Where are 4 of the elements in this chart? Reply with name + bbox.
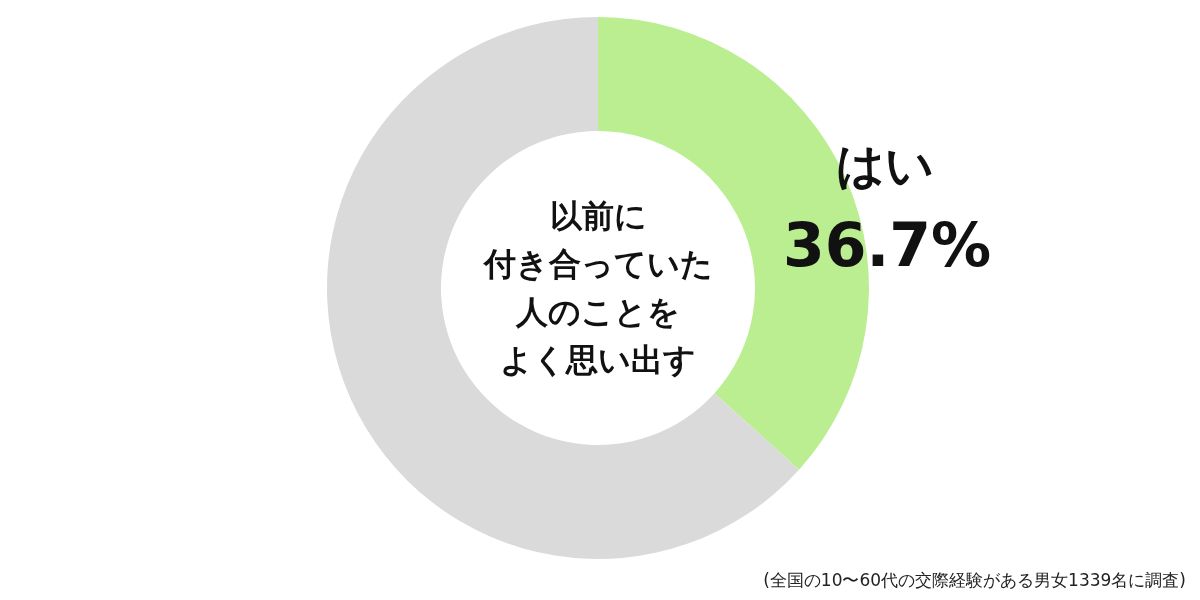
text: (全国の10〜60代の交際経験がある男女1339名に調査) (763, 570, 1186, 590)
text: 以前に付き合っていた人のことをよく思い出す (481, 197, 713, 379)
slice-label: はい (836, 136, 935, 193)
data-label: 36.7% (783, 209, 992, 280)
